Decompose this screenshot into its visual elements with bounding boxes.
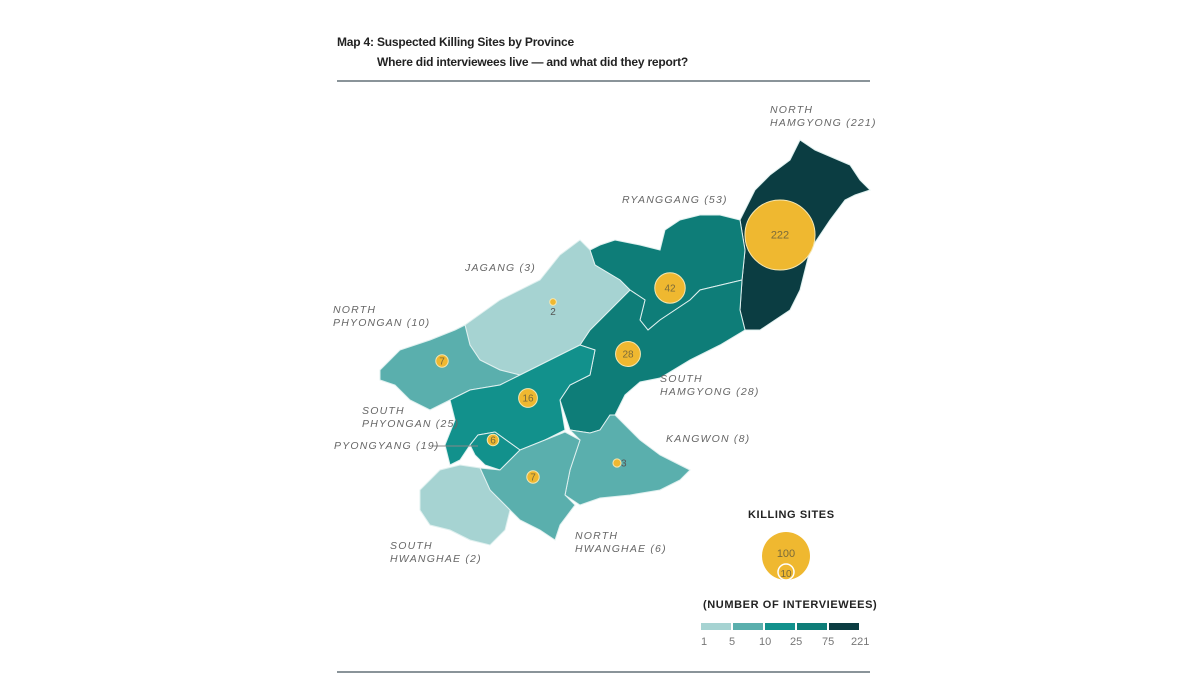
province-kangwon [564,414,691,506]
bottom-divider [337,671,870,673]
color-legend-title: (NUMBER OF INTERVIEWEES) [703,599,878,611]
killing-sites-value-pyongyang: 6 [490,436,496,447]
killing-sites-value-north-hamgyong: 222 [771,230,789,242]
province-south-phyongan [444,344,596,466]
legend-tick: 10 [759,636,772,648]
top-divider [337,80,870,82]
killing-sites-bubble-ryanggang [654,272,686,304]
killing-sites-bubble-kangwon [612,458,622,468]
killing-sites-bubble-north-hwanghae [526,470,540,484]
killing-sites-value-south-hamgyong: 28 [622,350,634,361]
killing-sites-value-kangwon: 3 [621,459,627,470]
killing-sites-value-jagang: 2 [550,307,556,318]
label-kangwon: KANGWON (8) [666,433,751,445]
legend-value-10: 10 [780,569,792,580]
label-south-phyongan: SOUTH PHYONGAN (25) [362,405,460,430]
map-subtitle: Where did interviewees live — and what d… [377,55,689,69]
killing-sites-bubble-north-hamgyong [744,199,816,271]
label-north-hamgyong: NORTH HAMGYONG (221) [770,104,877,129]
legend-tick: 1 [701,636,708,648]
killing-sites-value-north-phyongan: 7 [439,357,445,368]
label-north-phyongan: NORTH PHYONGAN (10) [333,304,431,329]
legend-value-100: 100 [777,548,795,560]
legend-swatch [733,623,763,630]
map-title: Map 4: Suspected Killing Sites by Provin… [337,35,574,49]
killing-sites-value-ryanggang: 42 [664,284,676,295]
killing-sites-bubble-south-hamgyong [615,341,641,367]
legend-bubble-100 [762,532,810,580]
label-pyongyang: PYONGYANG (19) [334,440,440,452]
label-south-hwanghae: SOUTH HWANGHAE (2) [390,540,482,565]
killing-sites-value-south-phyongan: 16 [522,394,534,405]
legend-tick: 5 [729,636,736,648]
killing-sites-bubble-north-phyongan [435,354,449,368]
label-south-hamgyong: SOUTH HAMGYONG (28) [660,373,760,398]
legend-swatch [701,623,731,630]
legend-tick: 221 [851,636,870,648]
killing-sites-value-north-hwanghae: 7 [530,473,536,484]
killing-sites-bubble-pyongyang [486,433,500,447]
size-legend-title: KILLING SITES [748,509,835,521]
legend-swatch [765,623,795,630]
killing-sites-bubble-south-phyongan [518,388,538,408]
legend-bubble-10 [777,563,795,581]
label-north-hwanghae: NORTH HWANGHAE (6) [575,530,667,555]
legend-swatch [797,623,827,630]
province-south-hwanghae [419,464,511,546]
label-jagang: JAGANG (3) [465,262,536,274]
legend-tick: 25 [790,636,803,648]
legend-tick: 75 [822,636,835,648]
legend-swatch [829,623,859,630]
province-north-hwanghae [479,431,581,541]
label-ryanggang: RYANGGANG (53) [622,194,728,206]
killing-sites-bubble-jagang [549,298,557,306]
size-legend: 100 10 [762,532,810,581]
